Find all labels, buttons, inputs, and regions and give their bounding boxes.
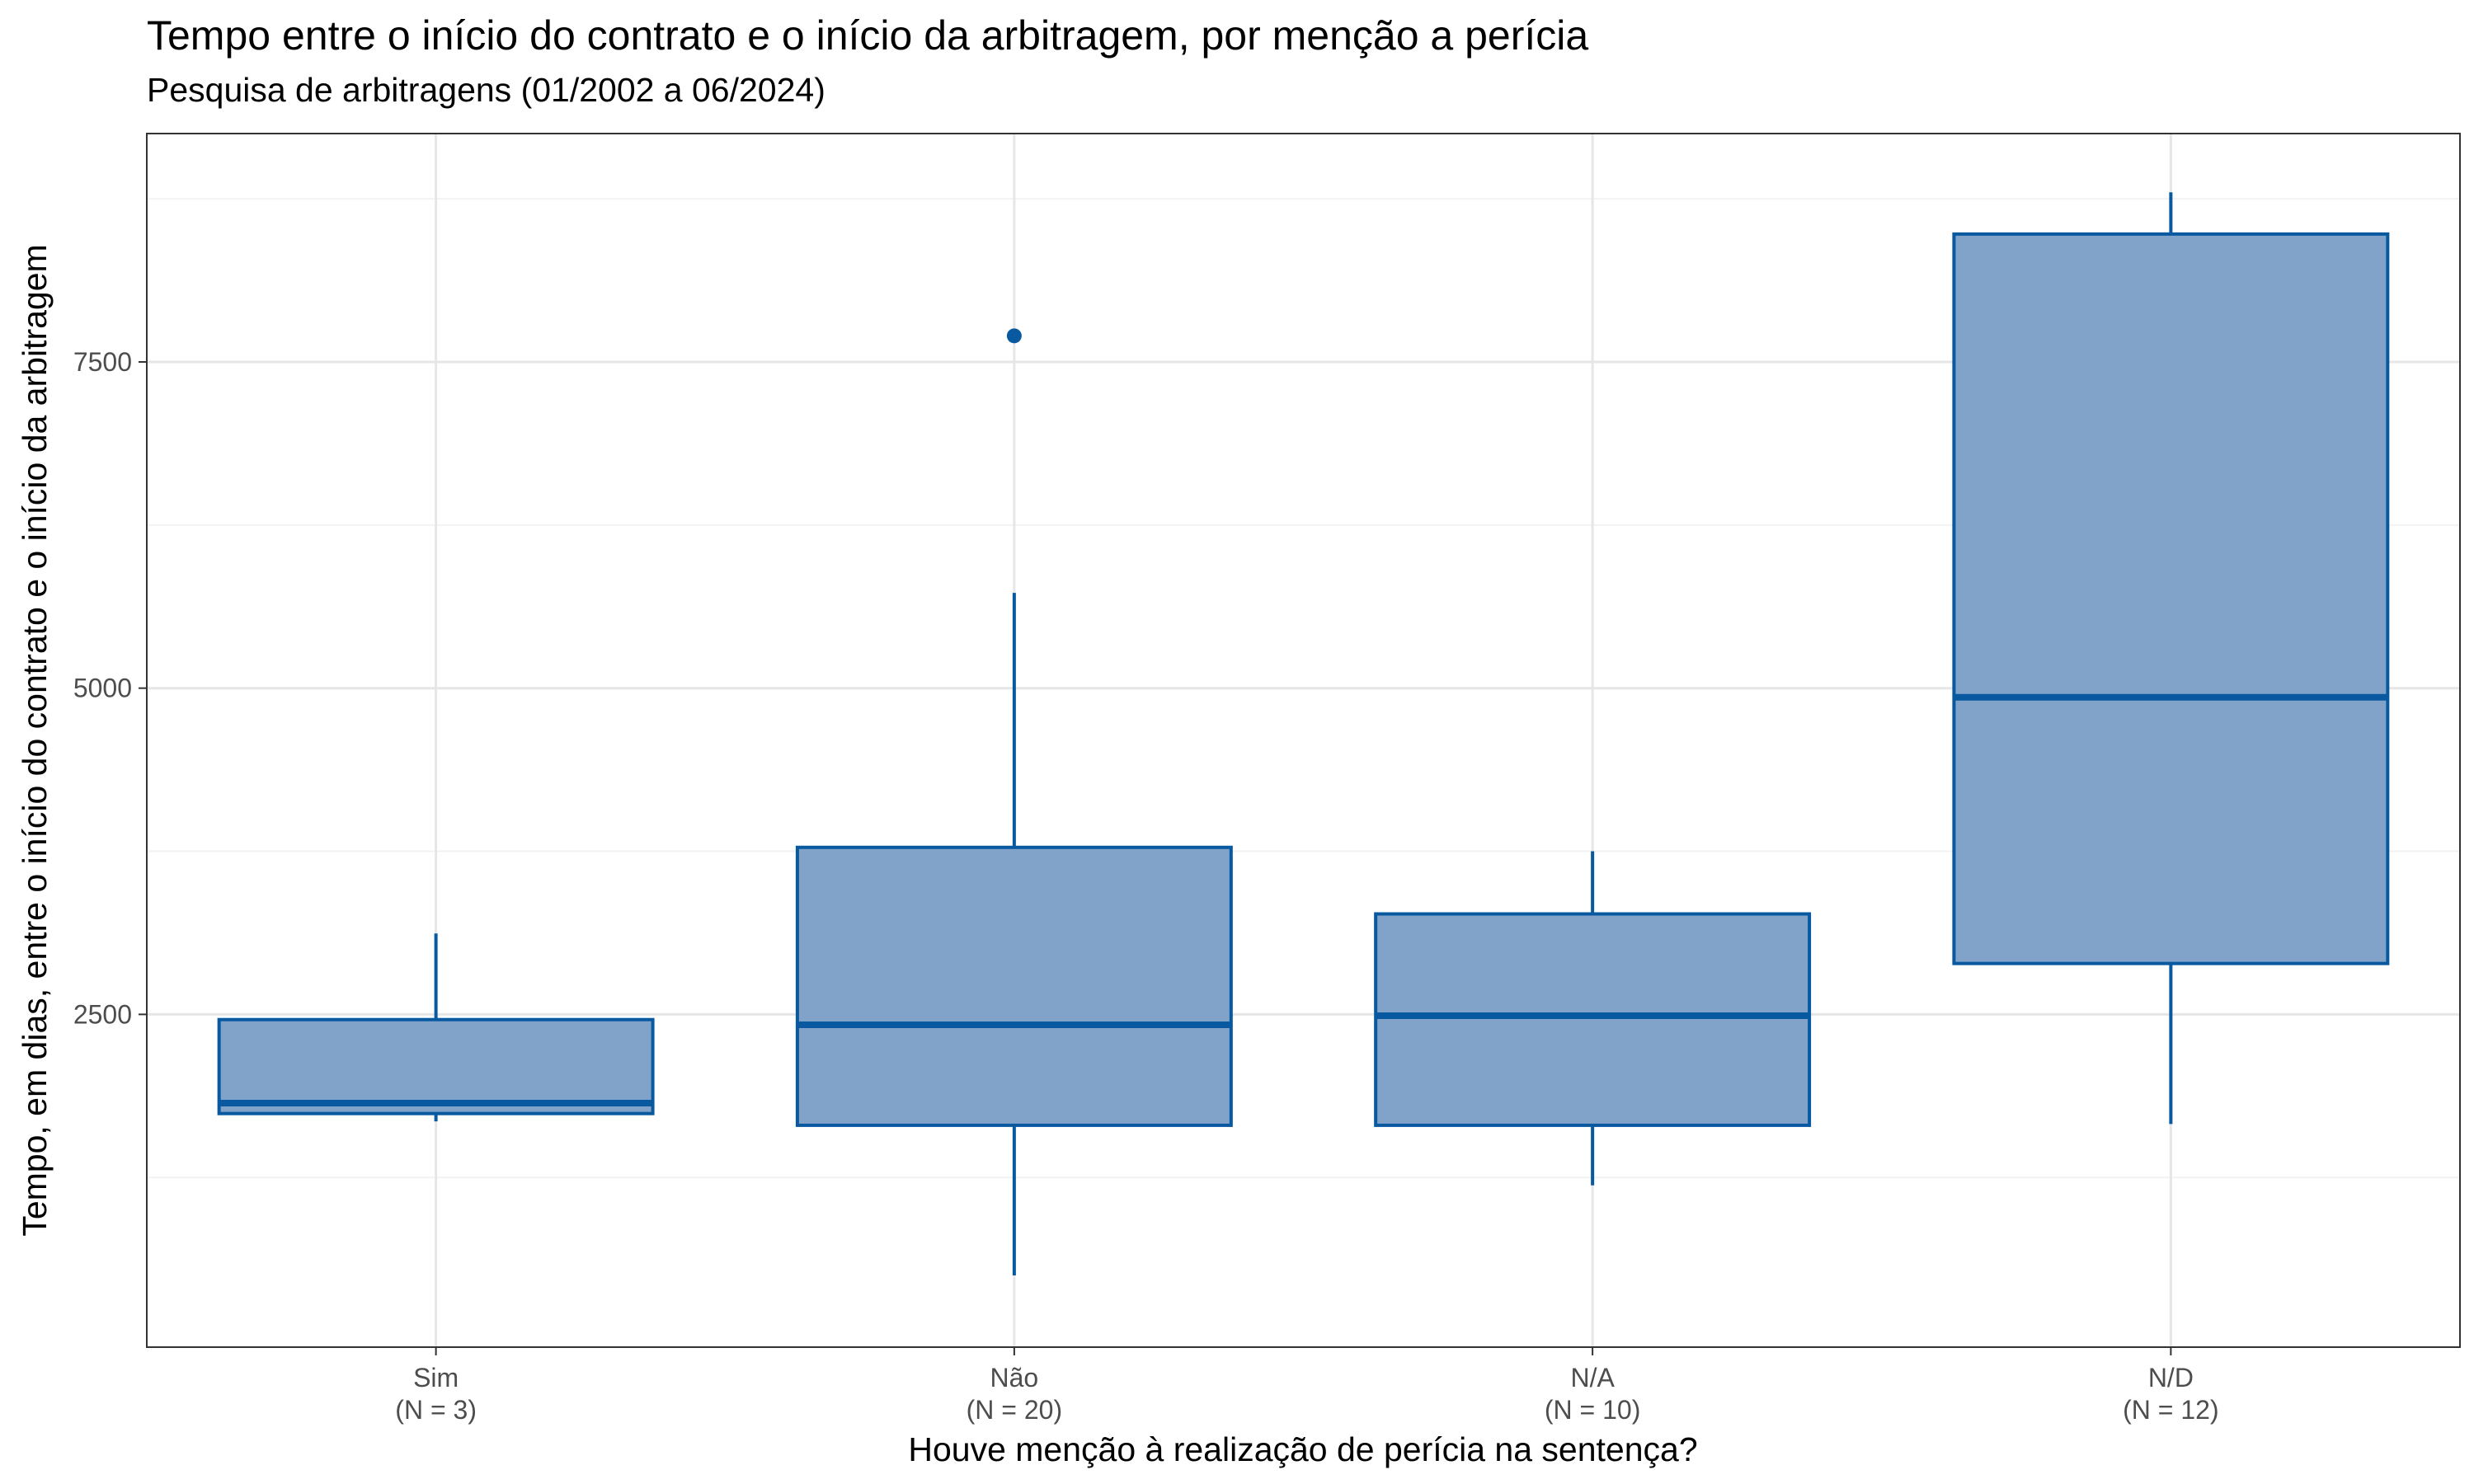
y-tick-label: 7500 bbox=[73, 347, 132, 377]
x-tick-label: N/D bbox=[2148, 1363, 2194, 1392]
iqr-box bbox=[217, 1017, 655, 1115]
axes: 2500 5000 7500 Sim (N = 3) Não (N = 20) N/A (N =… bbox=[73, 347, 2219, 1425]
chart-subtitle: Pesquisa de arbitragens (01/2002 a 06/20… bbox=[147, 71, 825, 109]
x-tick-count-label: (N = 20) bbox=[967, 1395, 1062, 1425]
plot-panel-border bbox=[146, 133, 2461, 1348]
y-tick-label: 5000 bbox=[73, 674, 132, 703]
x-tick-count-label: (N = 3) bbox=[395, 1395, 477, 1425]
box-n-o bbox=[795, 328, 1233, 1275]
iqr-box bbox=[1952, 232, 2390, 965]
x-tick-count-label: (N = 10) bbox=[1545, 1395, 1640, 1425]
x-tick-label: Não bbox=[990, 1363, 1039, 1392]
x-tick-count-label: (N = 12) bbox=[2123, 1395, 2218, 1425]
iqr-box bbox=[795, 845, 1233, 1127]
box-series bbox=[217, 192, 2390, 1275]
x-tick-label: N/A bbox=[1570, 1363, 1615, 1392]
box-n-d bbox=[1952, 192, 2390, 1125]
iqr-box bbox=[1374, 912, 1812, 1127]
outlier-point bbox=[1006, 328, 1022, 344]
x-tick-label: Sim bbox=[413, 1363, 459, 1392]
y-tick-label: 2500 bbox=[73, 999, 132, 1029]
chart-title: Tempo entre o início do contrato e o iní… bbox=[147, 12, 1589, 59]
y-axis-title: Tempo, em dias, entre o início do contra… bbox=[16, 244, 54, 1236]
x-axis-title: Houve menção à realização de perícia na … bbox=[908, 1430, 1697, 1468]
box-sim bbox=[217, 933, 655, 1122]
box-n-a bbox=[1374, 851, 1812, 1186]
